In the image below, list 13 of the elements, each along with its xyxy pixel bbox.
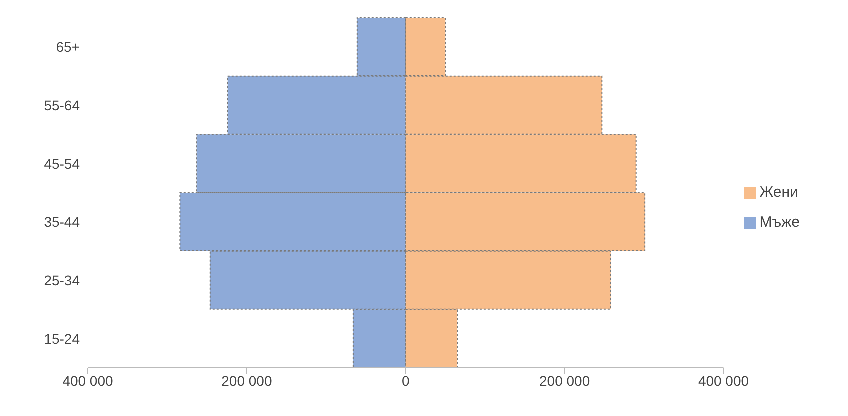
y-tick-label: 55-64 (44, 97, 80, 114)
legend-label: Мъже (760, 214, 800, 231)
y-tick-label: 65+ (56, 39, 80, 56)
x-tick-label: 200 000 (540, 372, 590, 389)
x-tick-label: 400 000 (62, 372, 114, 389)
legend-label: Жени (760, 184, 798, 201)
y-tick-label: 45-54 (44, 156, 80, 172)
x-tick-label: 0 (402, 372, 410, 389)
x-tick-label: 400 000 (698, 372, 750, 389)
y-tick-label: 35-44 (44, 214, 80, 230)
y-tick-label: 25-34 (44, 272, 80, 288)
x-tick-label: 200 000 (222, 372, 272, 389)
y-tick-label: 15-24 (44, 330, 80, 347)
